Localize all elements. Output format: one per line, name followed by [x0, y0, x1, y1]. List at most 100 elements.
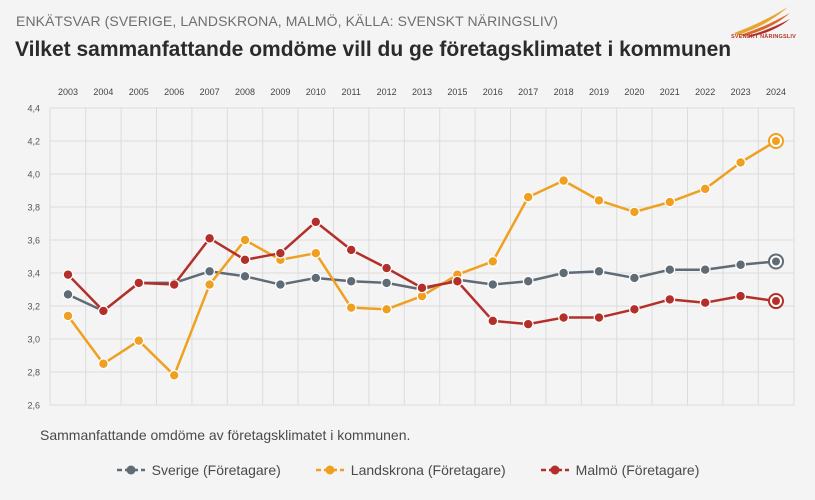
legend-label-sverige: Sverige (Företagare) [151, 462, 281, 478]
series-layer [62, 133, 784, 381]
data-point-malmo[interactable] [381, 262, 393, 274]
data-point-sverige[interactable] [239, 270, 251, 282]
data-point-malmo[interactable] [345, 244, 357, 256]
data-point-sverige[interactable] [629, 272, 640, 284]
data-point-malmo[interactable] [772, 297, 780, 306]
y-tick-label: 3,8 [27, 203, 40, 213]
data-point-malmo[interactable] [629, 303, 640, 315]
x-tick-label: 2010 [306, 87, 326, 97]
x-tick-label: 2012 [377, 87, 397, 97]
data-point-landskrona[interactable] [735, 157, 746, 168]
x-tick-label: 2004 [93, 87, 113, 97]
x-tick-label: 2008 [235, 87, 255, 97]
data-point-malmo[interactable] [416, 282, 428, 294]
data-point-landskrona[interactable] [699, 183, 711, 195]
chart-subtitle: ENKÄTSVAR (SVERIGE, LANDSKRONA, MALMÖ, K… [16, 13, 559, 29]
x-tick-label: 2005 [129, 87, 149, 97]
axis-layer: 2,6 2,8 3,0 3,2 3,4 3,6 3,8 4,0 4,2 4,4 2003 2004 20… [27, 87, 786, 411]
data-point-malmo[interactable] [133, 277, 145, 289]
data-point-landskrona[interactable] [381, 303, 393, 315]
data-point-landskrona[interactable] [664, 196, 676, 208]
data-point-malmo[interactable] [487, 315, 499, 327]
y-tick-label: 4,2 [27, 137, 40, 147]
data-point-landskrona[interactable] [629, 206, 640, 218]
data-point-landskrona[interactable] [772, 137, 780, 145]
data-point-sverige[interactable] [522, 275, 534, 287]
x-tick-label: 2021 [660, 87, 680, 97]
data-point-malmo[interactable] [97, 305, 109, 317]
data-point-landskrona[interactable] [168, 369, 180, 381]
x-tick-label: 2023 [731, 87, 751, 97]
data-point-landskrona[interactable] [204, 279, 216, 290]
data-point-sverige[interactable] [558, 267, 569, 279]
data-point-sverige[interactable] [593, 265, 605, 277]
data-point-landskrona[interactable] [558, 175, 569, 187]
data-point-sverige[interactable] [310, 272, 322, 284]
legend-swatch-landskrona [315, 465, 344, 475]
y-tick-label: 2,6 [27, 401, 40, 411]
data-point-malmo[interactable] [239, 254, 251, 266]
data-point-sverige[interactable] [699, 264, 711, 276]
data-point-landskrona[interactable] [345, 302, 357, 314]
chart-title: Vilket sammanfattande omdöme vill du ge … [15, 38, 732, 61]
data-point-landskrona[interactable] [593, 194, 605, 206]
grid-layer [50, 107, 794, 406]
data-point-sverige[interactable] [772, 257, 780, 266]
svenskt-naringsliv-logo-icon [734, 7, 790, 37]
y-tick-label: 3,6 [27, 236, 40, 246]
data-point-landskrona[interactable] [133, 335, 145, 347]
data-point-malmo[interactable] [735, 290, 746, 302]
x-tick-label: 2022 [695, 87, 715, 97]
data-point-malmo[interactable] [558, 312, 569, 323]
data-point-malmo[interactable] [452, 275, 463, 287]
legend-item-malmo[interactable]: Malmö (Företagare) [540, 462, 700, 478]
data-point-malmo[interactable] [204, 232, 216, 244]
legend-label-malmo: Malmö (Företagare) [575, 462, 700, 478]
x-tick-label: 2016 [483, 87, 503, 97]
data-point-malmo[interactable] [699, 297, 711, 309]
series-landskrona [62, 133, 784, 381]
chart-caption: Sammanfattande omdöme av företagsklimate… [40, 427, 411, 443]
legend-label-landskrona: Landskrona (Företagare) [350, 462, 506, 478]
x-tick-label: 2013 [412, 87, 432, 97]
data-point-sverige[interactable] [487, 279, 499, 290]
line-chart: 2,6 2,8 3,0 3,2 3,4 3,6 3,8 4,0 4,2 4,4 2003 2004 20… [27, 87, 795, 411]
data-point-sverige[interactable] [664, 264, 676, 276]
data-point-malmo[interactable] [168, 279, 180, 290]
data-point-sverige[interactable] [735, 259, 746, 271]
data-point-malmo[interactable] [310, 216, 322, 228]
data-point-malmo[interactable] [62, 269, 74, 281]
y-tick-label: 3,0 [27, 335, 40, 345]
data-point-landskrona[interactable] [97, 358, 109, 370]
series-malmo [62, 216, 784, 330]
data-point-malmo[interactable] [664, 294, 676, 305]
data-point-landskrona[interactable] [487, 256, 499, 267]
data-point-landskrona[interactable] [239, 234, 251, 246]
legend-item-sverige[interactable]: Sverige (Företagare) [116, 462, 281, 478]
data-point-sverige[interactable] [381, 277, 393, 289]
logo-text: SVENSKT NÄRINGSLIV [731, 34, 797, 40]
data-point-malmo[interactable] [522, 318, 534, 330]
legend-swatch-malmo [540, 465, 569, 475]
data-point-sverige[interactable] [345, 275, 357, 287]
x-tick-label: 2003 [58, 87, 78, 97]
x-tick-label: 2019 [589, 87, 609, 97]
data-point-landskrona[interactable] [310, 247, 322, 259]
y-tick-label: 3,2 [27, 302, 40, 312]
data-point-sverige[interactable] [62, 289, 74, 300]
data-point-landskrona[interactable] [62, 310, 74, 322]
data-point-malmo[interactable] [275, 247, 286, 259]
x-tick-label: 2011 [342, 87, 361, 97]
y-tick-label: 2,8 [27, 368, 40, 378]
legend-swatch-sverige [116, 465, 145, 475]
x-tick-label: 2009 [270, 87, 290, 97]
data-point-malmo[interactable] [593, 312, 605, 323]
x-tick-label: 2020 [624, 87, 644, 97]
plot-area [49, 107, 795, 406]
data-point-sverige[interactable] [204, 265, 216, 277]
data-point-sverige[interactable] [275, 279, 286, 290]
data-point-landskrona[interactable] [522, 191, 534, 203]
x-tick-label: 2024 [766, 87, 786, 97]
x-tick-label: 2007 [200, 87, 220, 97]
legend-item-landskrona[interactable]: Landskrona (Företagare) [315, 462, 506, 478]
